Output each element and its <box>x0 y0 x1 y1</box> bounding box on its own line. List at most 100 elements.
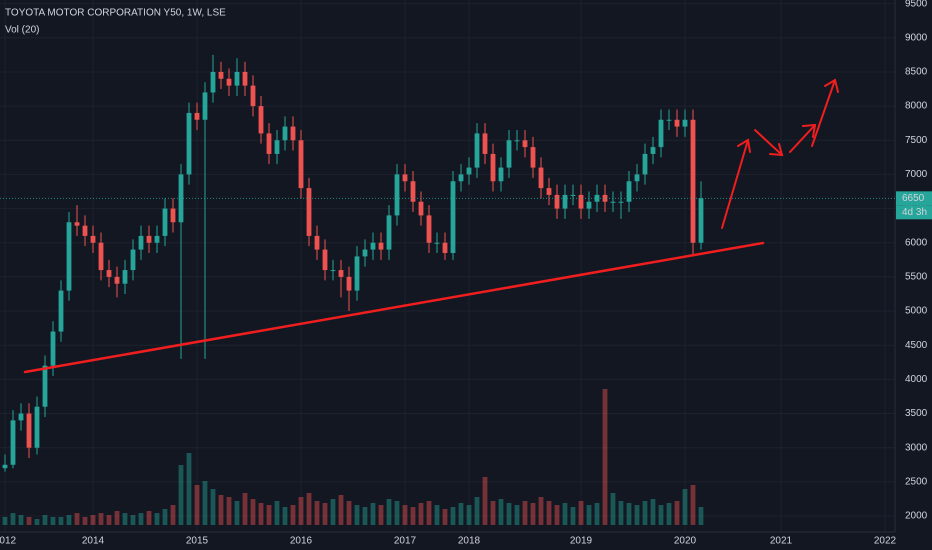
candle-body <box>130 249 136 271</box>
volume-bar <box>610 493 616 525</box>
volume-bar <box>122 513 128 525</box>
y-tick-label: 5500 <box>905 272 928 283</box>
volume-bar <box>378 505 384 525</box>
candle-body <box>402 174 408 182</box>
candle-body <box>322 249 328 271</box>
volume-bar <box>634 505 640 525</box>
volume-bar <box>154 513 160 525</box>
volume-bar <box>682 489 688 525</box>
volume-bar <box>450 507 456 525</box>
drawings <box>23 78 839 374</box>
candle-body <box>26 413 32 448</box>
volume-bar <box>658 505 664 525</box>
x-tick-label: 2012 <box>0 536 17 547</box>
volume-bar <box>34 519 40 525</box>
volume-bar <box>370 503 376 525</box>
candle-body <box>282 126 288 141</box>
candle-body <box>562 194 568 209</box>
candle-body <box>2 464 8 469</box>
volume-bar <box>570 507 576 525</box>
volume-bar <box>50 517 56 525</box>
candle-body <box>74 222 80 226</box>
volume-bar <box>138 513 144 525</box>
volume-bar <box>178 465 184 525</box>
volume-bar <box>2 517 8 525</box>
candle-body <box>58 290 64 332</box>
volume-bar <box>130 515 136 525</box>
candle-body <box>146 235 152 243</box>
volume-bar <box>98 513 104 525</box>
candle-layer <box>2 54 704 472</box>
candle-body <box>498 167 504 182</box>
volume-bar <box>338 495 344 525</box>
y-tick-label: 8500 <box>905 67 928 78</box>
y-tick-label: 4000 <box>905 374 928 385</box>
candle-body <box>18 413 24 421</box>
volume-bar <box>170 505 176 525</box>
volume-bar <box>522 501 528 525</box>
x-tick-label: 2022 <box>874 536 897 547</box>
volume-bar <box>618 501 624 525</box>
volume-bar <box>322 503 328 525</box>
volume-bar <box>210 489 216 525</box>
candle-body <box>642 153 648 175</box>
candle-body <box>514 140 520 142</box>
arrow <box>721 139 749 229</box>
y-tick-label: 4500 <box>905 340 928 351</box>
y-tick-label: 9000 <box>905 32 928 43</box>
candle-body <box>394 174 400 216</box>
volume-bar <box>506 503 512 525</box>
volume-bar <box>434 505 440 525</box>
volume-bar <box>362 507 368 525</box>
candle-body <box>234 71 240 86</box>
volume-bar <box>586 505 592 525</box>
candle-body <box>506 140 512 168</box>
candle-body <box>618 201 624 203</box>
volume-bar <box>394 501 400 525</box>
candle-body <box>10 420 16 465</box>
candle-body <box>530 147 536 168</box>
volume-bar <box>498 499 504 525</box>
candle-body <box>154 235 160 243</box>
volume-bar <box>538 497 544 525</box>
volume-bar <box>386 499 392 525</box>
candle-body <box>386 215 392 250</box>
x-tick-label: 2017 <box>394 536 417 547</box>
volume-bar <box>426 501 432 525</box>
volume-bar <box>314 501 320 525</box>
volume-bar <box>66 515 72 525</box>
x-tick-label: 2019 <box>570 536 593 547</box>
volume-bar <box>442 509 448 525</box>
volume-bar <box>530 503 536 525</box>
y-tick-label: 8000 <box>905 101 928 112</box>
volume-bar <box>26 517 32 525</box>
candle-body <box>570 194 576 196</box>
volume-bar <box>354 505 360 525</box>
volume-bar <box>674 501 680 525</box>
candle-body <box>434 242 440 244</box>
volume-bar <box>114 511 120 525</box>
countdown-box <box>896 205 932 220</box>
candle-body <box>522 140 528 148</box>
volume-bar <box>554 505 560 525</box>
y-tick-label: 6000 <box>905 237 928 248</box>
candle-body <box>210 71 216 93</box>
y-tick-label: 3000 <box>905 442 928 453</box>
arrow-head <box>737 138 751 153</box>
candle-body <box>98 242 104 271</box>
candle-body <box>362 249 368 257</box>
volume-bar <box>514 505 520 525</box>
volume-bar <box>466 505 472 525</box>
volume-bar <box>10 513 16 525</box>
volume-bar <box>82 517 88 525</box>
volume-bar <box>290 505 296 525</box>
candle-body <box>106 270 112 277</box>
x-tick-label: 2020 <box>674 536 697 547</box>
candle-body <box>194 112 200 120</box>
candle-body <box>690 119 696 243</box>
candle-body <box>242 71 248 86</box>
y-tick-label: 9500 <box>905 0 928 9</box>
volume-bar <box>234 501 240 525</box>
